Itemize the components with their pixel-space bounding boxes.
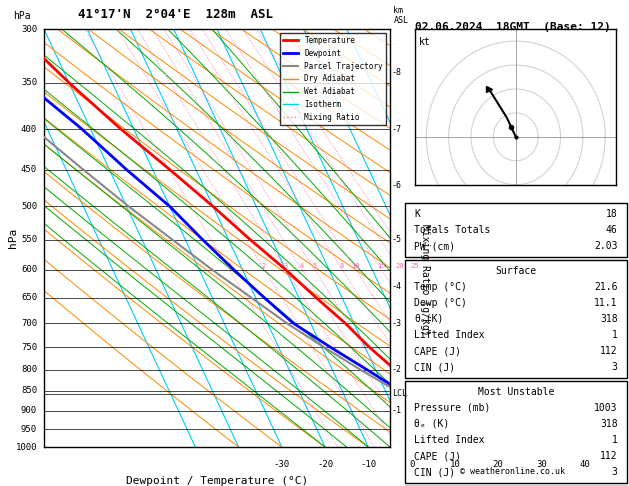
Text: © weatheronline.co.uk: © weatheronline.co.uk bbox=[460, 467, 565, 476]
Text: θₑ (K): θₑ (K) bbox=[414, 419, 449, 429]
Text: 112: 112 bbox=[600, 451, 618, 461]
Text: 4: 4 bbox=[299, 263, 304, 269]
Text: 18: 18 bbox=[606, 209, 618, 219]
Text: Lifted Index: Lifted Index bbox=[414, 330, 484, 340]
Text: Temp (°C): Temp (°C) bbox=[414, 282, 467, 292]
Text: 15: 15 bbox=[377, 263, 386, 269]
Text: 318: 318 bbox=[600, 314, 618, 324]
Text: CIN (J): CIN (J) bbox=[414, 362, 455, 372]
Text: -1: -1 bbox=[392, 406, 402, 415]
Text: 41°17'N  2°04'E  128m  ASL: 41°17'N 2°04'E 128m ASL bbox=[78, 8, 273, 21]
Text: 1: 1 bbox=[612, 330, 618, 340]
Text: 3: 3 bbox=[284, 263, 288, 269]
Text: 1: 1 bbox=[612, 435, 618, 445]
Text: 10: 10 bbox=[450, 460, 460, 469]
Text: 400: 400 bbox=[21, 124, 37, 134]
Text: LCL: LCL bbox=[392, 389, 407, 399]
Text: 450: 450 bbox=[21, 165, 37, 174]
Text: 318: 318 bbox=[600, 419, 618, 429]
Text: 10: 10 bbox=[352, 263, 360, 269]
Text: 550: 550 bbox=[21, 235, 37, 244]
Text: 1000: 1000 bbox=[16, 443, 37, 451]
Bar bbox=[405, 203, 626, 257]
Text: hPa: hPa bbox=[8, 228, 18, 248]
Text: -2: -2 bbox=[392, 365, 402, 374]
Text: 0: 0 bbox=[409, 460, 415, 469]
Text: Dewp (°C): Dewp (°C) bbox=[414, 298, 467, 308]
Text: 900: 900 bbox=[21, 406, 37, 415]
Text: 20: 20 bbox=[396, 263, 404, 269]
Text: 950: 950 bbox=[21, 425, 37, 434]
Text: hPa: hPa bbox=[13, 11, 31, 21]
Text: Lifted Index: Lifted Index bbox=[414, 435, 484, 445]
Text: 8: 8 bbox=[340, 263, 344, 269]
Text: Mixing Ratio (g/kg): Mixing Ratio (g/kg) bbox=[420, 224, 430, 336]
Text: CIN (J): CIN (J) bbox=[414, 467, 455, 477]
Text: K: K bbox=[414, 209, 420, 219]
Text: 5: 5 bbox=[312, 263, 316, 269]
Text: 1003: 1003 bbox=[594, 403, 618, 413]
Text: 3: 3 bbox=[612, 467, 618, 477]
Text: 300: 300 bbox=[21, 25, 37, 34]
Text: 11.1: 11.1 bbox=[594, 298, 618, 308]
Text: 800: 800 bbox=[21, 365, 37, 374]
Text: 112: 112 bbox=[600, 346, 618, 356]
Text: -5: -5 bbox=[392, 235, 402, 244]
Text: 650: 650 bbox=[21, 293, 37, 302]
Text: PW (cm): PW (cm) bbox=[414, 241, 455, 251]
Text: -7: -7 bbox=[392, 124, 402, 134]
Text: 46: 46 bbox=[606, 225, 618, 235]
Text: CAPE (J): CAPE (J) bbox=[414, 451, 461, 461]
Text: 20: 20 bbox=[493, 460, 503, 469]
Text: 21.6: 21.6 bbox=[594, 282, 618, 292]
Text: 30: 30 bbox=[536, 460, 547, 469]
Text: -4: -4 bbox=[392, 282, 402, 291]
Text: -8: -8 bbox=[392, 68, 402, 77]
Text: km
ASL: km ASL bbox=[394, 5, 408, 25]
Text: 750: 750 bbox=[21, 343, 37, 352]
Text: 350: 350 bbox=[21, 78, 37, 87]
Text: 850: 850 bbox=[21, 386, 37, 395]
Text: 40: 40 bbox=[579, 460, 590, 469]
Text: 3: 3 bbox=[612, 362, 618, 372]
Text: Surface: Surface bbox=[495, 266, 537, 276]
Legend: Temperature, Dewpoint, Parcel Trajectory, Dry Adiabat, Wet Adiabat, Isotherm, Mi: Temperature, Dewpoint, Parcel Trajectory… bbox=[280, 33, 386, 125]
Text: 700: 700 bbox=[21, 319, 37, 328]
Text: -3: -3 bbox=[392, 319, 402, 328]
Text: -6: -6 bbox=[392, 180, 402, 190]
Text: 2: 2 bbox=[262, 263, 266, 269]
Text: 02.06.2024  18GMT  (Base: 12): 02.06.2024 18GMT (Base: 12) bbox=[415, 22, 611, 32]
Text: Pressure (mb): Pressure (mb) bbox=[414, 403, 490, 413]
Text: Dewpoint / Temperature (°C): Dewpoint / Temperature (°C) bbox=[126, 476, 308, 486]
Text: θₑ(K): θₑ(K) bbox=[414, 314, 443, 324]
Text: kt: kt bbox=[419, 37, 431, 47]
Text: -10: -10 bbox=[360, 460, 376, 469]
Bar bbox=[405, 381, 626, 483]
Bar bbox=[405, 260, 626, 378]
Text: Totals Totals: Totals Totals bbox=[414, 225, 490, 235]
Text: 500: 500 bbox=[21, 202, 37, 211]
Text: -30: -30 bbox=[274, 460, 290, 469]
Text: -20: -20 bbox=[317, 460, 333, 469]
Text: 25: 25 bbox=[410, 263, 419, 269]
Text: 2.03: 2.03 bbox=[594, 241, 618, 251]
Text: CAPE (J): CAPE (J) bbox=[414, 346, 461, 356]
Text: 1: 1 bbox=[227, 263, 231, 269]
Text: 600: 600 bbox=[21, 265, 37, 274]
Text: Most Unstable: Most Unstable bbox=[477, 387, 554, 397]
